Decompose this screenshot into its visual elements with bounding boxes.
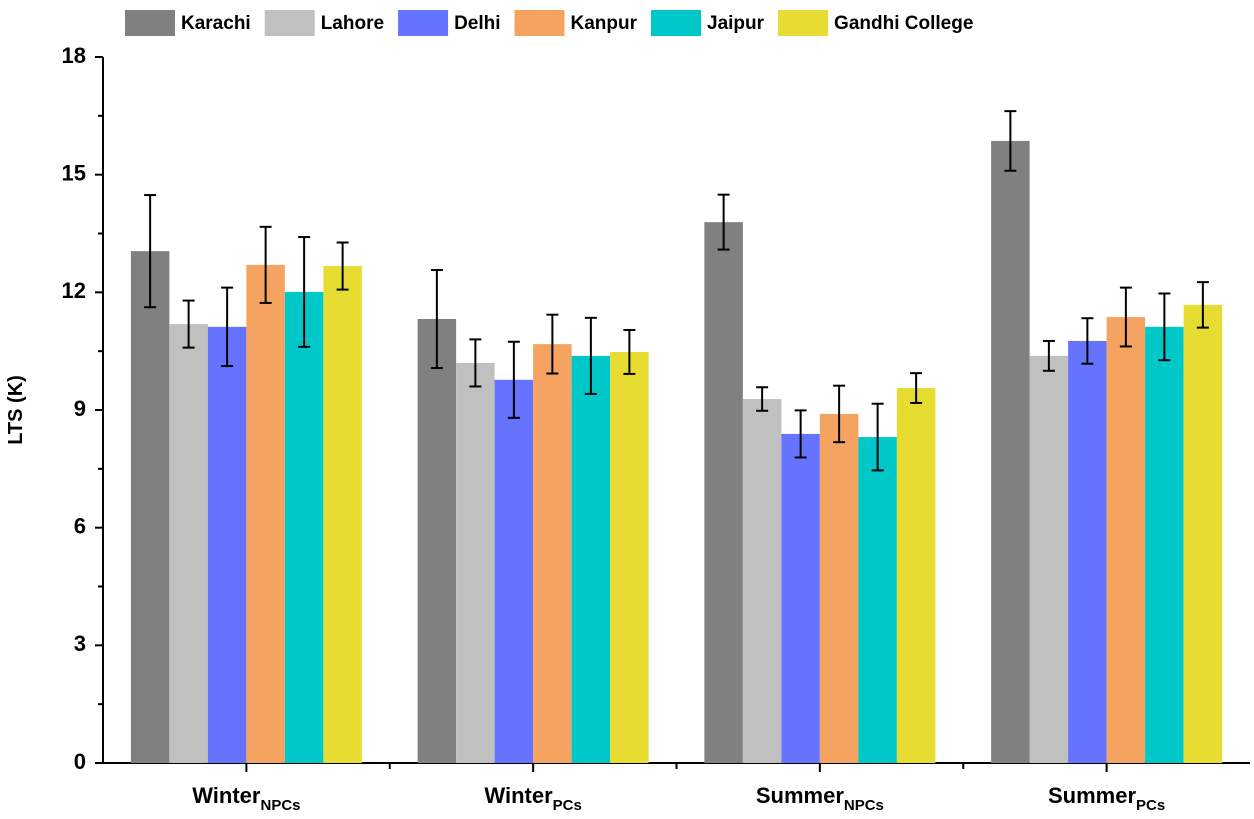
error-bar: [1196, 281, 1209, 329]
bar: [456, 362, 495, 763]
category-subscript: PCs: [553, 797, 582, 814]
y-axis-label: LTS (K): [5, 375, 27, 445]
error-bar: [871, 402, 884, 472]
bar: [533, 344, 572, 763]
bar: [704, 222, 743, 763]
error-bar: [1158, 292, 1171, 362]
bar: [1183, 304, 1223, 763]
error-bar: [469, 338, 482, 388]
error-bar: [1042, 339, 1055, 372]
bar: [130, 251, 170, 763]
category-name: Summer: [1048, 783, 1136, 808]
bar: [494, 379, 534, 763]
bar: [1106, 317, 1146, 763]
error-bar: [833, 384, 846, 444]
error-bar: [430, 268, 443, 370]
legend-label: Lahore: [321, 13, 384, 34]
error-bar: [756, 386, 769, 412]
bar: [323, 266, 362, 763]
bar: [896, 388, 936, 763]
x-tick-label: SummerPCs: [1048, 783, 1165, 814]
error-bar: [546, 313, 559, 375]
y-tick-label: 12: [62, 278, 86, 303]
category-name: Winter: [192, 783, 261, 808]
bar: [246, 264, 285, 763]
bar: [284, 291, 324, 763]
legend-swatch: [125, 10, 175, 36]
bar: [571, 355, 611, 763]
error-bar: [182, 299, 195, 349]
category-subscript: NPCs: [260, 797, 300, 814]
legend-swatch: [514, 10, 565, 36]
error-bar: [910, 372, 923, 404]
category-name: Winter: [484, 783, 553, 808]
error-bar: [507, 340, 520, 419]
error-bar: [336, 241, 349, 291]
legend-label: Jaipur: [707, 13, 765, 34]
bar: [417, 319, 457, 763]
x-tick-label: SummerNPCs: [756, 783, 884, 814]
error-bar: [259, 225, 272, 304]
y-tick-label: 15: [62, 160, 86, 185]
legend-swatch: [651, 10, 702, 36]
category-subscript: NPCs: [844, 797, 884, 814]
x-tick-label: WinterPCs: [484, 783, 581, 814]
y-tick-label: 0: [74, 749, 86, 774]
y-tick-label: 9: [74, 396, 86, 421]
legend-swatch: [264, 10, 315, 36]
bar: [991, 140, 1030, 764]
bar: [742, 399, 782, 763]
bar: [207, 326, 247, 763]
error-bar: [794, 409, 807, 459]
error-bar: [298, 236, 311, 348]
bar: [169, 324, 208, 763]
legend-swatch: [398, 10, 449, 36]
error-bar: [221, 286, 234, 368]
legend-swatch: [778, 10, 829, 36]
x-tick-label: WinterNPCs: [192, 783, 300, 814]
legend-label: Gandhi College: [834, 13, 973, 34]
error-bar: [1081, 317, 1094, 365]
bar: [610, 351, 649, 763]
error-bar: [623, 328, 636, 375]
bar: [858, 437, 897, 763]
bar: [819, 413, 859, 763]
legend-label: Karachi: [181, 13, 251, 34]
y-tick-label: 3: [74, 631, 86, 656]
y-tick-label: 6: [74, 513, 86, 538]
y-tick-label: 18: [62, 43, 86, 68]
error-bar: [1119, 286, 1132, 348]
category-name: Summer: [756, 783, 844, 808]
bar: [781, 433, 820, 763]
legend-label: Delhi: [454, 13, 500, 34]
error-bar: [144, 194, 157, 309]
bar: [1145, 326, 1184, 763]
bar: [1068, 340, 1107, 763]
legend-label: Kanpur: [571, 13, 638, 34]
bar: [1029, 355, 1069, 763]
error-bar: [717, 193, 730, 251]
error-bar: [1004, 110, 1017, 172]
category-subscript: PCs: [1136, 797, 1165, 814]
error-bar: [584, 316, 597, 395]
